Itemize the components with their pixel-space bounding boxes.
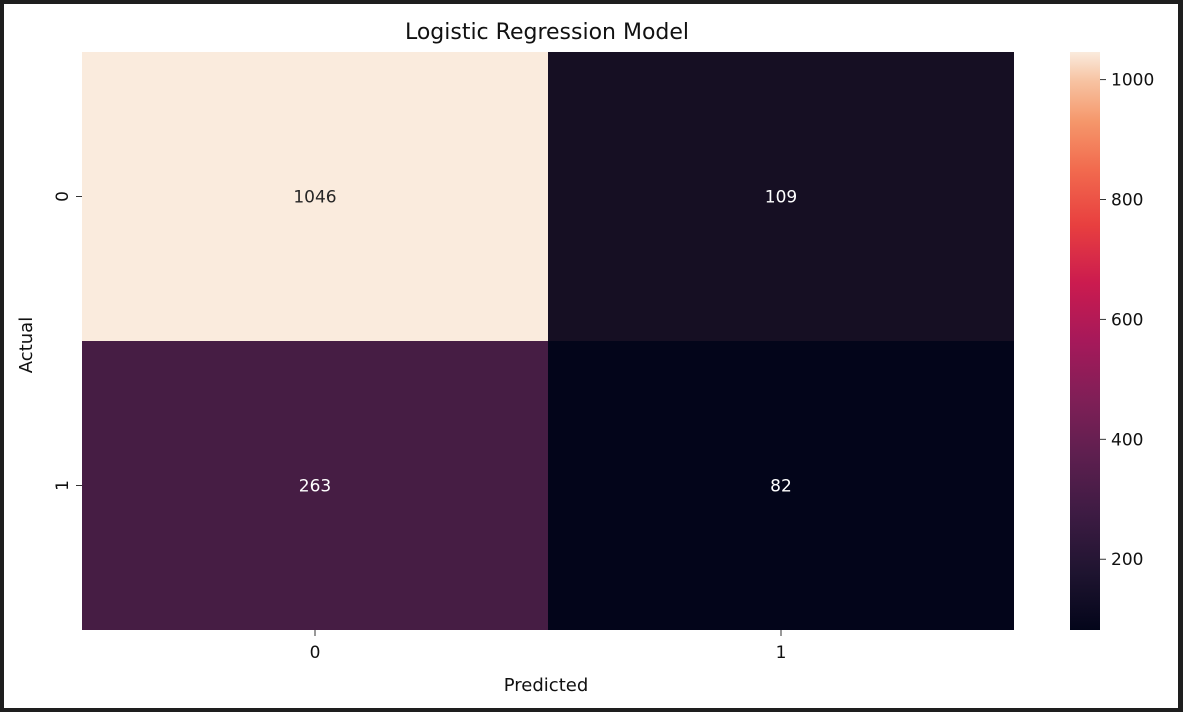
confusion-matrix-chart: Logistic Regression Model 1046 109 263 82 0… (16, 20, 1154, 696)
chart-title: Logistic Regression Model (405, 20, 689, 45)
heatmap-cells (82, 52, 1014, 630)
colorbar-tick-label-3: 800 (1111, 190, 1143, 210)
colorbar-tick-label-0: 200 (1111, 550, 1143, 570)
cell-label-0-1: 109 (765, 188, 797, 208)
y-tick-label-0: 0 (53, 191, 73, 202)
cell-label-1-1: 82 (770, 477, 792, 497)
x-tick-label-1: 1 (776, 643, 787, 663)
colorbar-tick-label-4: 1000 (1111, 71, 1154, 91)
cell-label-1-0: 263 (299, 477, 331, 497)
colorbar (1070, 52, 1100, 630)
colorbar-tick-label-1: 400 (1111, 430, 1143, 450)
figure-canvas: Logistic Regression Model 1046 109 263 82 0… (4, 4, 1178, 708)
x-tick-label-0: 0 (310, 643, 321, 663)
heatmap-cell-0-0 (82, 52, 548, 341)
heatmap-cell-1-0 (82, 341, 548, 630)
y-axis-label: Actual (16, 317, 37, 373)
heatmap-cell-0-1 (548, 52, 1014, 341)
heatmap-cell-labels: 1046 109 263 82 (293, 188, 797, 497)
cell-label-0-0: 1046 (293, 188, 336, 208)
y-axis-ticks: 01 (53, 191, 82, 491)
colorbar-ticks: 200 400 600 800 1000 (1100, 71, 1154, 570)
heatmap-cell-1-1 (548, 341, 1014, 630)
y-tick-label-1: 1 (53, 480, 73, 491)
x-axis-label: Predicted (504, 675, 589, 696)
colorbar-tick-label-2: 600 (1111, 310, 1143, 330)
